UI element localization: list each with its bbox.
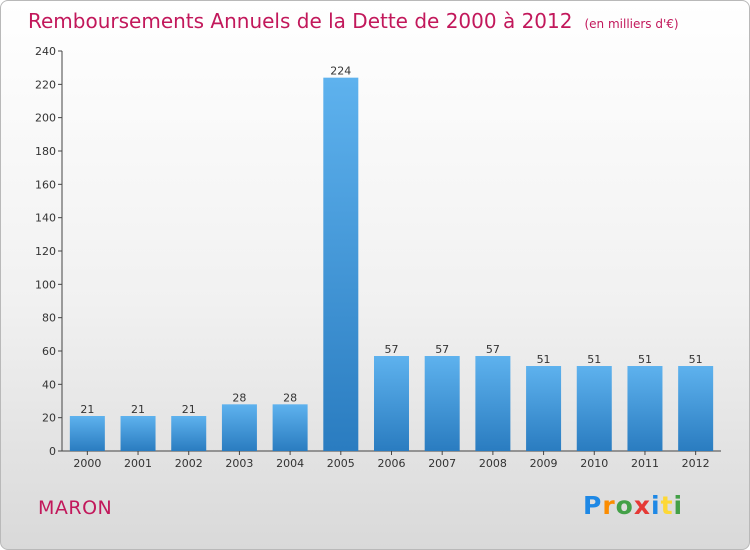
y-tick-label: 60 (42, 345, 56, 358)
data-label: 57 (486, 343, 500, 356)
chart-title: Remboursements Annuels de la Dette de 20… (28, 9, 679, 33)
bar-chart: 0 20 40 60 80 100 120 140 160 180 200 220 240 2000 21… (35, 45, 721, 470)
data-label: 57 (435, 343, 449, 356)
logo-letter: P (583, 491, 603, 520)
data-label: 224 (330, 65, 351, 78)
unit-note: (en milliers d'€) (584, 17, 679, 31)
bar (221, 404, 257, 451)
logo-letter: x (633, 491, 651, 520)
x-tick-label: 2006 (378, 457, 406, 470)
data-label: 28 (283, 391, 297, 404)
x-tick-label: 2004 (276, 457, 304, 470)
y-tick-label: 200 (35, 112, 56, 125)
x-tick-label: 2003 (225, 457, 253, 470)
data-label: 28 (232, 391, 246, 404)
data-label: 51 (638, 353, 652, 366)
x-tick-label: 2008 (479, 457, 507, 470)
data-label: 51 (537, 353, 551, 366)
data-label: 21 (182, 403, 196, 416)
data-label: 21 (131, 403, 145, 416)
y-tick-label: 40 (42, 378, 56, 391)
bar (627, 366, 663, 451)
bar (576, 366, 612, 451)
bar (678, 366, 714, 451)
y-tick-label: 220 (35, 78, 56, 91)
bar (526, 366, 562, 451)
x-tick-label: 2002 (175, 457, 203, 470)
x-tick-label: 2000 (73, 457, 101, 470)
data-label: 21 (80, 403, 94, 416)
logo-letter: i (673, 491, 684, 520)
bar (120, 416, 156, 451)
logo-letter: t (660, 491, 674, 520)
proxiti-logo: Proxiti (583, 491, 683, 520)
logo-letter: o (615, 491, 634, 520)
chart-title-text: Remboursements Annuels de la Dette de 20… (28, 9, 573, 33)
data-label: 51 (689, 353, 703, 366)
x-tick-label: 2005 (327, 457, 355, 470)
x-tick-label: 2001 (124, 457, 152, 470)
logo-letter: i (651, 491, 661, 520)
y-tick-label: 180 (35, 145, 56, 158)
commune-name: MARON (38, 497, 113, 519)
y-tick-label: 100 (35, 278, 56, 291)
data-label: 57 (385, 343, 399, 356)
x-tick-label: 2010 (580, 457, 608, 470)
logo-letter: r (602, 491, 616, 520)
x-tick-label: 2011 (631, 457, 659, 470)
bar (424, 356, 460, 451)
y-tick-label: 160 (35, 178, 56, 191)
x-tick-label: 2009 (530, 457, 558, 470)
x-tick-label: 2007 (428, 457, 456, 470)
x-tick-label: 2012 (682, 457, 710, 470)
y-tick-label: 80 (42, 312, 56, 325)
bar (475, 356, 511, 451)
y-tick-label: 0 (49, 445, 56, 458)
y-tick-label: 240 (35, 45, 56, 58)
bar (69, 416, 105, 451)
bar (171, 416, 207, 451)
bar (374, 356, 409, 451)
bar (323, 77, 359, 452)
y-tick-label: 120 (35, 245, 56, 258)
bar (272, 404, 308, 451)
data-label: 51 (587, 353, 601, 366)
y-tick-label: 20 (42, 412, 56, 425)
y-tick-label: 140 (35, 212, 56, 225)
